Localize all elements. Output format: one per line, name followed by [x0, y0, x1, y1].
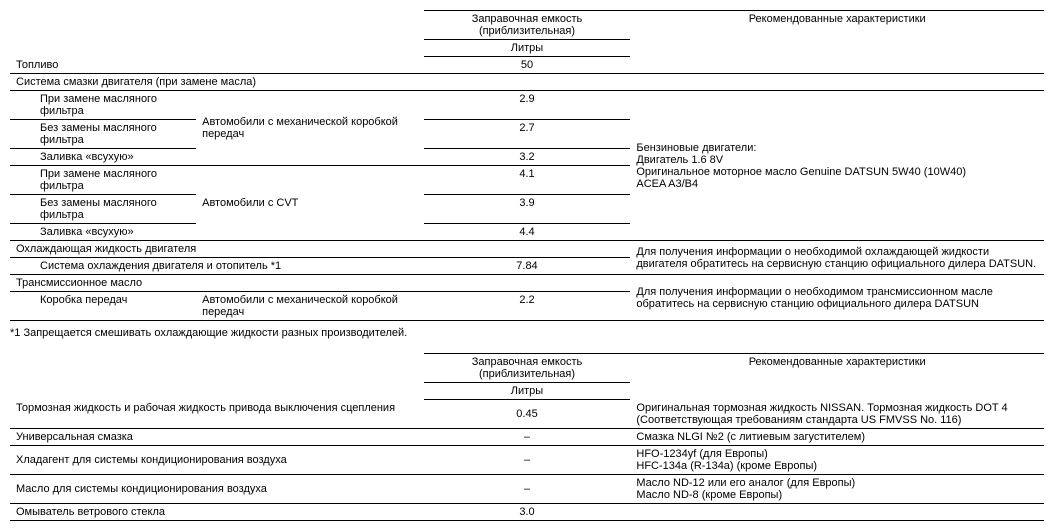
grease-label: Универсальная смазка [10, 428, 424, 445]
lube-r6-value: 4.4 [424, 224, 631, 241]
t2-col-capacity: Заправочная емкость (приблизительная) [424, 354, 631, 383]
lube-title: Система смазки двигателя (при замене мас… [10, 74, 1044, 91]
refrig-value: – [424, 445, 631, 474]
coolant-row-value: 7.84 [424, 258, 631, 275]
capacities-table-2: Заправочная емкость (приблизительная) Ре… [10, 353, 1044, 521]
t2-col-rec: Рекомендованные характеристики [630, 354, 1044, 400]
grease-value: – [424, 428, 631, 445]
col-rec: Рекомендованные характеристики [630, 11, 1044, 57]
lube-r1-value: 2.9 [424, 91, 631, 120]
col-units: Литры [424, 40, 631, 57]
fuel-value: 50 [424, 57, 631, 74]
trans-row-desc: Автомобили с механической коробкой перед… [196, 292, 423, 321]
fuel-label: Топливо [10, 57, 424, 74]
washer-label: Омыватель ветрового стекла [10, 503, 424, 520]
lube-r3-label: Заливка «всухую» [10, 149, 196, 166]
lube-r4-value: 4.1 [424, 166, 631, 195]
trans-row-value: 2.2 [424, 292, 631, 321]
lube-group2-desc: Автомобили с CVT [196, 166, 423, 241]
footnote: *1 Запрещается смешивать охлаждающие жид… [10, 327, 1044, 339]
lube-r2-label: Без замены масляного фильтра [10, 120, 196, 149]
lube-r1-label: При замене масляного фильтра [10, 91, 196, 120]
washer-value: 3.0 [424, 503, 631, 520]
coolant-rec: Для получения информации о необходимой о… [630, 241, 1044, 275]
coolant-row-label: Система охлаждения двигателя и отопитель… [10, 258, 424, 275]
grease-rec: Смазка NLGI №2 (с литиевым загустителем) [630, 428, 1044, 445]
refrig-label: Хладагент для системы кондиционирования … [10, 445, 424, 474]
lube-r5-label: Без замены масляного фильтра [10, 195, 196, 224]
trans-row-label: Коробка передач [10, 292, 196, 321]
acoil-rec: Масло ND-12 или его аналог (для Европы)М… [630, 474, 1044, 503]
brake-value: 0.45 [424, 400, 631, 429]
lube-r5-value: 3.9 [424, 195, 631, 224]
brake-rec: Оригинальная тормозная жидкость NISSAN. … [630, 400, 1044, 429]
lube-r3-value: 3.2 [424, 149, 631, 166]
col-capacity: Заправочная емкость (приблизительная) [424, 11, 631, 40]
lube-r6-label: Заливка «всухую» [10, 224, 196, 241]
acoil-value: – [424, 474, 631, 503]
lube-r4-label: При замене масляного фильтра [10, 166, 196, 195]
trans-rec: Для получения информации о необходимом т… [630, 275, 1044, 321]
lube-r2-value: 2.7 [424, 120, 631, 149]
lube-rec: Бензиновые двигатели: Двигатель 1.6 8V О… [630, 91, 1044, 241]
brake-label: Тормозная жидкость и рабочая жидкость пр… [10, 400, 424, 429]
coolant-title: Охлаждающая жидкость двигателя [10, 241, 630, 258]
trans-title: Трансмиссионное масло [10, 275, 630, 292]
lube-group1-desc: Автомобили с механической коробкой перед… [196, 91, 423, 166]
washer-rec [630, 503, 1044, 520]
acoil-label: Масло для системы кондиционирования возд… [10, 474, 424, 503]
refrig-rec: HFO-1234yf (для Европы)HFC-134a (R-134a)… [630, 445, 1044, 474]
capacities-table-1: Заправочная емкость (приблизительная) Ре… [10, 10, 1044, 321]
t2-col-units: Литры [424, 383, 631, 400]
